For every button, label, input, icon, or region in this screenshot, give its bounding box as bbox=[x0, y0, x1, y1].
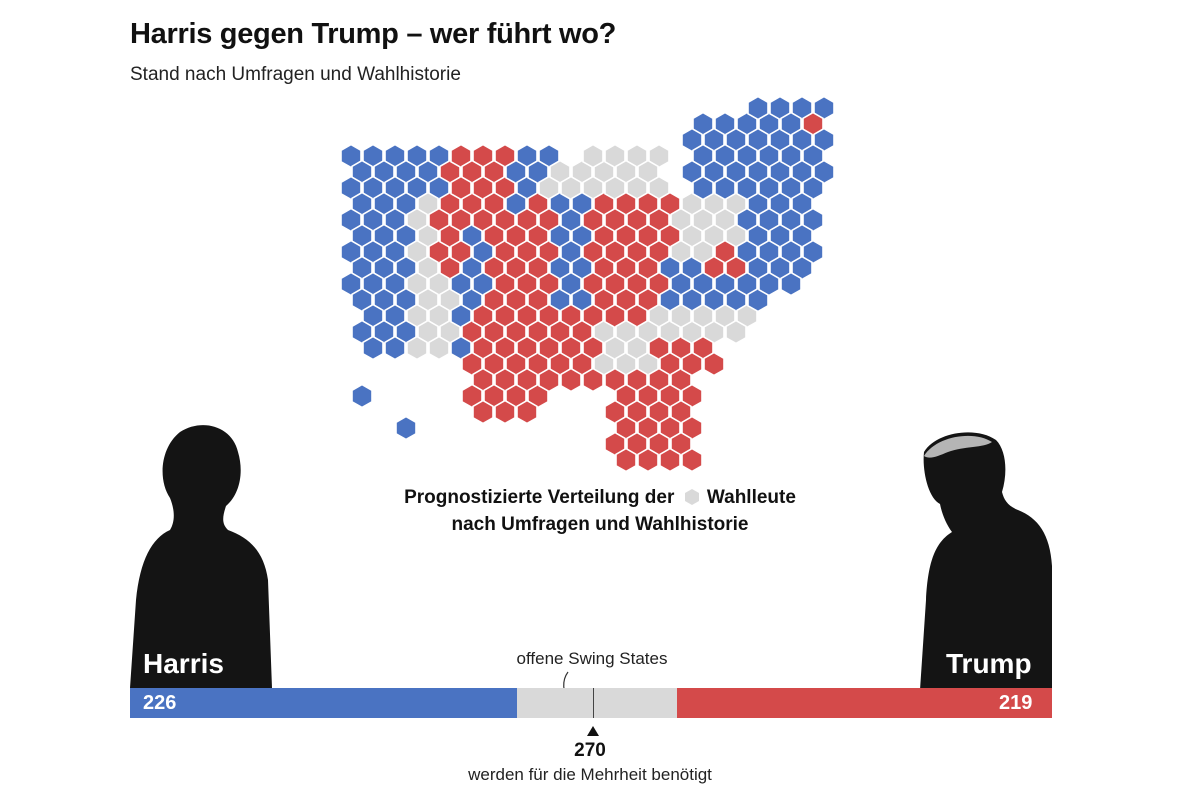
majority-marker bbox=[592, 688, 594, 718]
hex-california bbox=[384, 335, 406, 361]
hex-texas bbox=[516, 399, 538, 425]
tossup-electors-bar bbox=[517, 688, 677, 718]
hex-florida bbox=[659, 447, 681, 473]
hex-new-england bbox=[747, 95, 769, 121]
legend-line1-start: Prognostizierte Verteilung der bbox=[404, 487, 675, 508]
swing-states-label: offene Swing States bbox=[516, 649, 668, 668]
harris-electors-value: 226 bbox=[143, 692, 177, 714]
hex-new-england bbox=[736, 175, 758, 201]
hex-north-carolina bbox=[670, 303, 692, 329]
chart-title: Harris gegen Trump – wer führt wo? bbox=[130, 18, 617, 50]
hex-florida bbox=[637, 447, 659, 473]
hex-hawaii bbox=[351, 383, 373, 409]
harris-silhouette bbox=[130, 425, 272, 688]
map-legend: Prognostizierte Verteilung der Wahlleute… bbox=[360, 484, 840, 538]
hex-montana bbox=[450, 175, 472, 201]
chart-subtitle: Stand nach Umfragen und Wahlhistorie bbox=[130, 64, 461, 85]
harris-name: Harris bbox=[143, 648, 224, 679]
hex-north-carolina bbox=[725, 319, 747, 345]
hex-illinois bbox=[560, 207, 582, 233]
trump-silhouette bbox=[920, 432, 1052, 690]
hex-mid-atlantic bbox=[780, 271, 802, 297]
hex-california bbox=[362, 335, 384, 361]
hex-north-carolina bbox=[692, 303, 714, 329]
hex-texas bbox=[472, 399, 494, 425]
hex-texas bbox=[494, 399, 516, 425]
hex-new-york bbox=[692, 175, 714, 201]
majority-label: werden für die Mehrheit benötigt bbox=[468, 765, 712, 784]
trump-electors-value: 219 bbox=[999, 692, 1033, 714]
hex-hawaii bbox=[395, 415, 417, 441]
hex-south-carolina bbox=[681, 351, 703, 377]
trump-electors-bar bbox=[676, 688, 1052, 718]
hex-michigan bbox=[582, 143, 604, 169]
hex-virginia bbox=[747, 287, 769, 313]
hexagon-icon bbox=[684, 489, 699, 505]
hex-south-carolina bbox=[703, 351, 725, 377]
hex-louisiana bbox=[538, 367, 560, 393]
hex-florida bbox=[615, 447, 637, 473]
triangle-up-icon bbox=[586, 726, 599, 736]
harris-electors-bar bbox=[130, 688, 518, 718]
legend-line2: nach Umfragen und Wahlhistorie bbox=[451, 514, 749, 535]
hex-nevada bbox=[406, 335, 428, 361]
legend-line1-end: Wahlleute bbox=[706, 487, 796, 508]
majority-value: 270 bbox=[574, 740, 606, 761]
hex-mid-atlantic bbox=[758, 271, 780, 297]
hex-arizona bbox=[428, 335, 450, 361]
trump-name: Trump bbox=[946, 648, 1032, 679]
hex-indiana bbox=[582, 207, 604, 233]
hex-florida bbox=[681, 447, 703, 473]
hex-louisiana bbox=[560, 367, 582, 393]
hex-new-york bbox=[714, 175, 736, 201]
hex-mississippi bbox=[582, 367, 604, 393]
